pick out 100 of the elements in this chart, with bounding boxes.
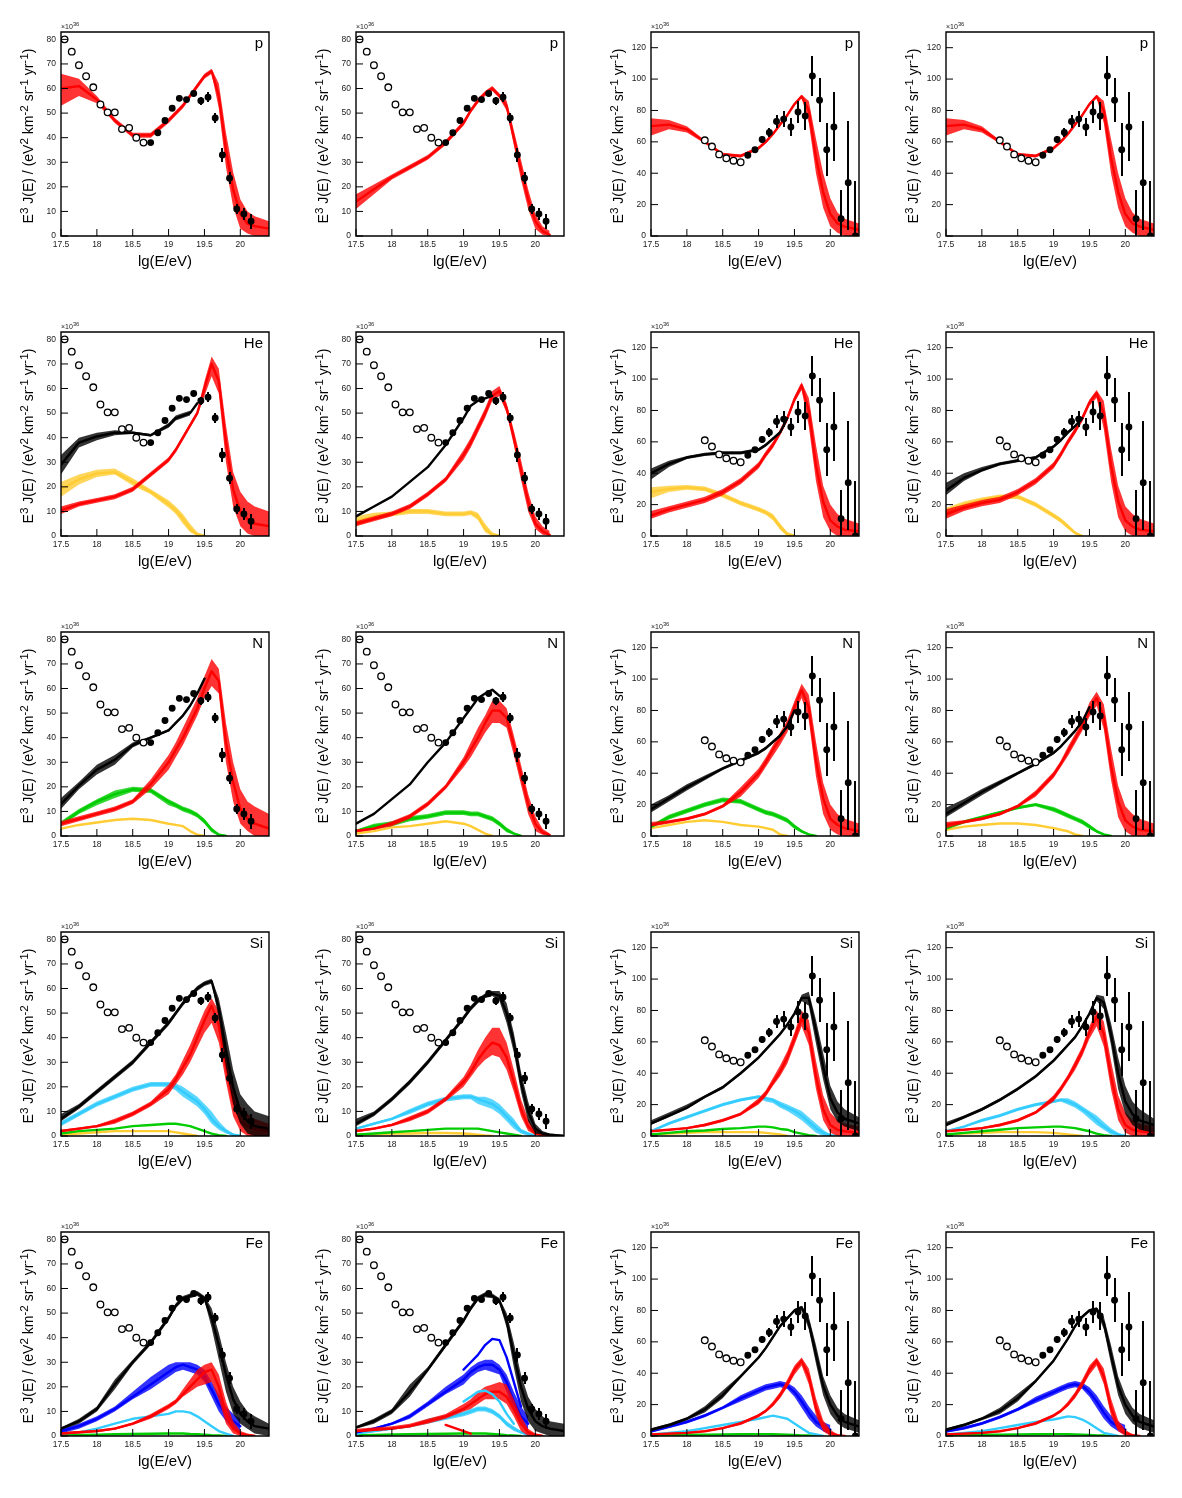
x-tick-label: 18 xyxy=(92,1439,102,1450)
y-tick-label: 0 xyxy=(936,830,942,841)
y-tick-label: 60 xyxy=(46,682,57,693)
x-tick-label: 19.5 xyxy=(1081,1439,1098,1450)
y-tick-label: 50 xyxy=(341,407,352,418)
y-tick-label: 40 xyxy=(46,1332,57,1343)
x-tick-label: 17.5 xyxy=(52,839,70,850)
x-tick-label: 19 xyxy=(458,239,469,250)
x-tick-label: 19.5 xyxy=(786,239,803,250)
y-tick-label: 70 xyxy=(341,58,352,69)
y-tick-label: 20 xyxy=(636,498,647,509)
x-tick-label: 20 xyxy=(825,1139,836,1150)
x-tick-label: 18 xyxy=(977,839,987,850)
x-tick-label: 17.5 xyxy=(642,1139,660,1150)
x-axis-title: lg(E/eV) xyxy=(137,852,193,869)
chart-title: He xyxy=(1128,334,1148,351)
x-tick-label: 18 xyxy=(387,1139,397,1150)
x-tick-label: 19 xyxy=(753,239,764,250)
x-tick-label: 18 xyxy=(682,539,692,550)
y-tick-label: 10 xyxy=(46,205,57,216)
y-tick-label: 120 xyxy=(631,42,647,53)
y-tick-label: 80 xyxy=(341,633,352,644)
y-tick-label: 0 xyxy=(936,1130,942,1141)
y-tick-label: 100 xyxy=(631,973,647,984)
y-tick-label: 100 xyxy=(631,1273,647,1284)
y-tick-label: 120 xyxy=(926,642,942,653)
y-tick-label: 20 xyxy=(931,1398,942,1409)
y-tick-label: 0 xyxy=(936,530,942,541)
x-tick-label: 20 xyxy=(825,539,836,550)
y-tick-label: 20 xyxy=(46,1081,57,1092)
x-tick-label: 17.5 xyxy=(347,1139,365,1150)
x-tick-label: 20 xyxy=(235,239,246,250)
x-tick-label: 19.5 xyxy=(1081,839,1098,850)
x-tick-label: 18.5 xyxy=(124,1439,142,1450)
x-tick-label: 18.5 xyxy=(1009,239,1027,250)
x-tick-label: 19.5 xyxy=(196,539,213,550)
y-tick-label: 30 xyxy=(341,456,352,467)
y-tick-label: 50 xyxy=(341,107,352,118)
y-tick-label: 80 xyxy=(931,404,942,415)
x-tick-label: 18.5 xyxy=(714,839,732,850)
y-tick-label: 40 xyxy=(636,467,647,478)
x-tick-label: 17.5 xyxy=(347,839,365,850)
x-tick-label: 19 xyxy=(458,839,469,850)
x-tick-label: 19.5 xyxy=(1081,1139,1098,1150)
y-tick-label: 0 xyxy=(346,530,352,541)
x-tick-label: 19.5 xyxy=(491,1139,508,1150)
y-tick-label: 10 xyxy=(341,1105,352,1116)
y-tick-label: 10 xyxy=(341,1405,352,1416)
chart-title: Fe xyxy=(540,1234,558,1251)
y-tick-label: 100 xyxy=(631,673,647,684)
y-tick-label: 0 xyxy=(346,230,352,241)
x-tick-label: 19.5 xyxy=(196,1139,213,1150)
y-tick-label: 20 xyxy=(636,198,647,209)
y-tick-label: 0 xyxy=(641,530,647,541)
y-tick-label: 70 xyxy=(46,1258,57,1269)
y-tick-label: 10 xyxy=(46,1405,57,1416)
y-tick-label: 40 xyxy=(931,467,942,478)
x-tick-label: 20 xyxy=(530,1139,541,1150)
x-tick-label: 18 xyxy=(387,839,397,850)
y-tick-label: 40 xyxy=(636,767,647,778)
x-tick-label: 18 xyxy=(977,539,987,550)
y-tick-label: 60 xyxy=(636,1336,647,1347)
x-tick-label: 20 xyxy=(1120,1139,1131,1150)
chart-title: Fe xyxy=(1130,1234,1148,1251)
chart-title: p xyxy=(844,34,853,51)
y-tick-label: 120 xyxy=(631,1242,647,1253)
x-tick-label: 18.5 xyxy=(124,839,142,850)
y-tick-label: 60 xyxy=(341,82,352,93)
chart-title: He xyxy=(538,334,558,351)
y-tick-label: 20 xyxy=(931,498,942,509)
y-tick-label: 80 xyxy=(636,1304,647,1315)
y-tick-label: 60 xyxy=(341,682,352,693)
x-tick-label: 18.5 xyxy=(714,1139,732,1150)
y-tick-label: 80 xyxy=(931,1304,942,1315)
x-tick-label: 19 xyxy=(753,1439,764,1450)
y-tick-label: 0 xyxy=(51,230,57,241)
x-axis-title: lg(E/eV) xyxy=(1022,1152,1078,1169)
x-tick-label: 18 xyxy=(977,239,987,250)
y-tick-label: 70 xyxy=(46,658,57,669)
x-tick-label: 20 xyxy=(825,1439,836,1450)
y-tick-label: 50 xyxy=(341,707,352,718)
x-tick-label: 19.5 xyxy=(491,1439,508,1450)
y-tick-label: 40 xyxy=(636,167,647,178)
y-tick-label: 80 xyxy=(636,704,647,715)
x-tick-label: 18 xyxy=(92,239,102,250)
x-tick-label: 18.5 xyxy=(124,539,142,550)
x-axis-title: lg(E/eV) xyxy=(137,252,193,269)
y-tick-label: 20 xyxy=(46,781,57,792)
x-tick-label: 18.5 xyxy=(419,1139,437,1150)
y-tick-label: 40 xyxy=(46,132,57,143)
y-tick-label: 10 xyxy=(341,205,352,216)
y-tick-label: 30 xyxy=(341,756,352,767)
x-tick-label: 19 xyxy=(753,1139,764,1150)
y-tick-label: 10 xyxy=(341,505,352,516)
y-tick-label: 70 xyxy=(46,358,57,369)
chart-title: N xyxy=(1137,634,1148,651)
y-tick-label: 60 xyxy=(931,436,942,447)
x-tick-label: 17.5 xyxy=(52,1439,70,1450)
x-tick-label: 17.5 xyxy=(937,239,955,250)
y-tick-label: 20 xyxy=(931,198,942,209)
